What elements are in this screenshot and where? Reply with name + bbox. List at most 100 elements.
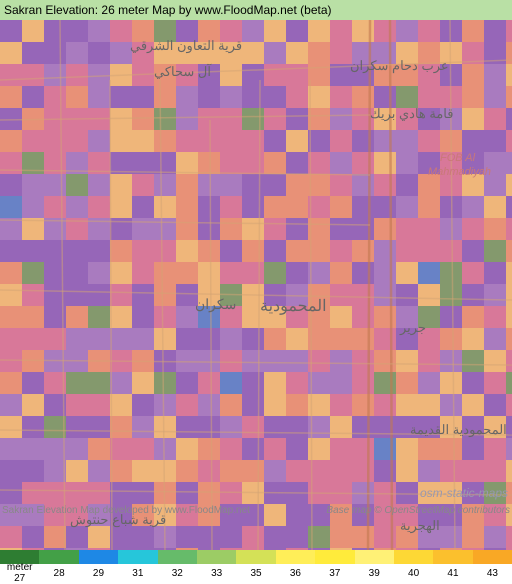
heatmap-cell xyxy=(242,20,264,42)
heatmap-cell xyxy=(462,108,484,130)
heatmap-cell xyxy=(418,240,440,262)
heatmap-cell xyxy=(440,130,462,152)
heatmap-cell xyxy=(264,86,286,108)
heatmap-cell xyxy=(154,350,176,372)
heatmap-cell xyxy=(22,438,44,460)
heatmap-cell xyxy=(198,372,220,394)
heatmap-cell xyxy=(462,196,484,218)
heatmap-cell xyxy=(220,20,242,42)
legend-swatch xyxy=(158,550,197,564)
heatmap-cell xyxy=(220,108,242,130)
legend-swatch xyxy=(236,550,275,564)
heatmap-cell xyxy=(88,42,110,64)
heatmap-cell xyxy=(66,108,88,130)
heatmap-cell xyxy=(132,416,154,438)
heatmap-cell xyxy=(286,504,308,526)
heatmap-cell xyxy=(132,262,154,284)
heatmap-cell xyxy=(242,108,264,130)
heatmap-cell xyxy=(110,438,132,460)
heatmap-cell xyxy=(440,86,462,108)
heatmap-cell xyxy=(418,328,440,350)
heatmap-cell xyxy=(374,372,396,394)
heatmap-cell xyxy=(88,64,110,86)
heatmap-cell xyxy=(110,20,132,42)
heatmap-cell xyxy=(154,460,176,482)
heatmap-cell xyxy=(88,262,110,284)
heatmap-cell xyxy=(154,152,176,174)
heatmap-cell xyxy=(418,306,440,328)
heatmap-cell xyxy=(286,218,308,240)
heatmap-cell xyxy=(66,460,88,482)
heatmap-cell xyxy=(308,394,330,416)
heatmap-cell xyxy=(506,64,512,86)
heatmap-cell xyxy=(418,548,440,550)
heatmap-cell xyxy=(176,350,198,372)
heatmap-cell xyxy=(352,548,374,550)
heatmap-layer xyxy=(0,20,512,550)
legend-value: 43 xyxy=(473,568,512,579)
heatmap-cell xyxy=(440,284,462,306)
heatmap-cell xyxy=(66,42,88,64)
heatmap-cell xyxy=(0,526,22,548)
heatmap-cell xyxy=(352,328,374,350)
heatmap-cell xyxy=(440,416,462,438)
heatmap-cell xyxy=(440,262,462,284)
heatmap-cell xyxy=(0,438,22,460)
heatmap-cell xyxy=(484,240,506,262)
heatmap-cell xyxy=(484,130,506,152)
heatmap-cell xyxy=(110,372,132,394)
heatmap-cell xyxy=(286,416,308,438)
heatmap-cell xyxy=(308,526,330,548)
heatmap-cell xyxy=(506,548,512,550)
heatmap-cell xyxy=(66,548,88,550)
heatmap-cell xyxy=(198,394,220,416)
heatmap-cell xyxy=(0,460,22,482)
heatmap-cell xyxy=(110,394,132,416)
heatmap-cell xyxy=(0,350,22,372)
legend-swatch xyxy=(355,550,394,564)
heatmap-cell xyxy=(374,130,396,152)
heatmap-cell xyxy=(154,42,176,64)
heatmap-cell xyxy=(154,526,176,548)
heatmap-cell xyxy=(264,152,286,174)
heatmap-cell xyxy=(198,262,220,284)
heatmap-cell xyxy=(264,328,286,350)
heatmap-cell xyxy=(264,196,286,218)
legend-swatches xyxy=(0,550,512,564)
heatmap-cell xyxy=(330,20,352,42)
heatmap-cell xyxy=(484,174,506,196)
heatmap-cell xyxy=(66,130,88,152)
heatmap-cell xyxy=(88,20,110,42)
heatmap-cell xyxy=(44,64,66,86)
heatmap-cell xyxy=(132,86,154,108)
heatmap-cell xyxy=(286,394,308,416)
heatmap-cell xyxy=(220,526,242,548)
heatmap-cell xyxy=(220,196,242,218)
heatmap-cell xyxy=(330,438,352,460)
heatmap-cell xyxy=(66,526,88,548)
heatmap-cell xyxy=(440,196,462,218)
heatmap-cell xyxy=(0,284,22,306)
heatmap-cell xyxy=(220,438,242,460)
heatmap-cell xyxy=(352,152,374,174)
heatmap-cell xyxy=(44,152,66,174)
heatmap-cell xyxy=(66,350,88,372)
heatmap-cell xyxy=(352,262,374,284)
heatmap-cell xyxy=(374,438,396,460)
heatmap-cell xyxy=(22,174,44,196)
heatmap-cell xyxy=(440,548,462,550)
legend-swatch xyxy=(197,550,236,564)
heatmap-cell xyxy=(352,240,374,262)
heatmap-cell xyxy=(220,240,242,262)
heatmap-cell xyxy=(88,394,110,416)
heatmap-cell xyxy=(110,460,132,482)
heatmap-cell xyxy=(44,526,66,548)
heatmap-cell xyxy=(308,284,330,306)
heatmap-cell xyxy=(66,372,88,394)
heatmap-cell xyxy=(374,20,396,42)
heatmap-cell xyxy=(22,108,44,130)
heatmap-cell xyxy=(198,108,220,130)
heatmap-cell xyxy=(462,328,484,350)
heatmap-cell xyxy=(308,372,330,394)
heatmap-cell xyxy=(44,20,66,42)
